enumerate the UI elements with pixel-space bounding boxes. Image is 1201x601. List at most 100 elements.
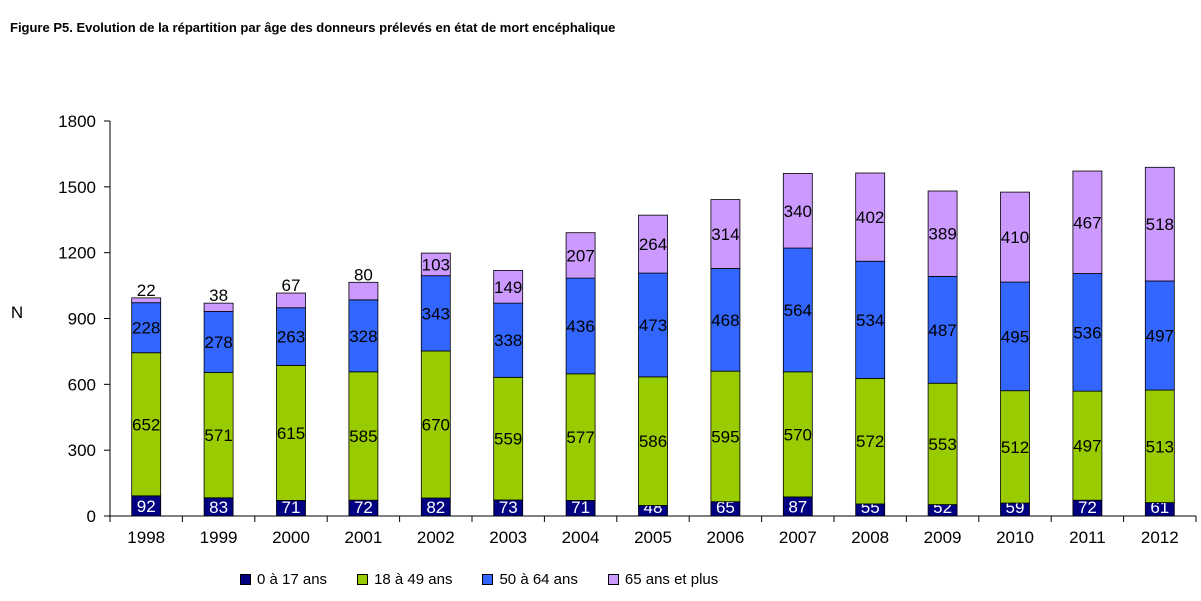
data-label: 103 — [422, 255, 450, 274]
data-label: 670 — [422, 415, 450, 434]
legend-label: 18 à 49 ans — [374, 571, 453, 588]
data-label: 71 — [571, 498, 590, 517]
data-label: 263 — [277, 328, 305, 347]
bar-segment — [1000, 281, 1030, 392]
data-label: 571 — [204, 426, 232, 445]
bar-segment — [782, 173, 813, 249]
y-tick-label: 300 — [68, 441, 96, 460]
bar-segment — [420, 252, 451, 277]
bar-segment — [493, 270, 524, 304]
x-tick-label: 2001 — [344, 528, 382, 547]
data-label: 468 — [711, 311, 739, 330]
data-label: 402 — [856, 208, 884, 227]
bar-stack-2007: 87 570 564 340 — [782, 173, 813, 516]
y-tick-label: 1800 — [58, 112, 96, 131]
y-axis: 0 300 600 900 1200 1500 1800 — [58, 112, 111, 526]
data-label: 80 — [354, 265, 373, 284]
x-tick-label: 2011 — [1069, 528, 1106, 547]
data-label: 343 — [422, 304, 450, 323]
bar-segment — [710, 370, 741, 503]
data-label: 72 — [1078, 498, 1097, 517]
data-label: 487 — [928, 321, 956, 340]
bar-stack-1998: 92 652 228 22 — [131, 281, 162, 517]
bar-stack-2002: 82 670 343 103 — [420, 252, 451, 517]
data-label: 38 — [209, 286, 228, 305]
bar-segment — [493, 302, 524, 378]
data-label: 577 — [566, 428, 594, 447]
bar-segment — [565, 277, 596, 375]
legend-item: 50 à 64 ans — [482, 571, 578, 588]
legend-swatch — [607, 574, 619, 585]
data-label: 71 — [282, 498, 301, 517]
data-label: 314 — [711, 225, 739, 244]
data-label: 207 — [566, 246, 594, 265]
data-label: 512 — [1001, 438, 1029, 457]
x-tick-label: 1998 — [127, 528, 165, 547]
x-tick-label: 2010 — [996, 528, 1034, 547]
bar-segment — [276, 307, 306, 366]
y-tick-label: 1500 — [58, 178, 96, 197]
data-label: 572 — [856, 432, 884, 451]
bar-segment — [927, 190, 958, 277]
x-tick-label: 2000 — [272, 528, 310, 547]
data-label: 410 — [1001, 228, 1029, 247]
y-tick-label: 600 — [68, 375, 96, 394]
legend-item: 65 ans et plus — [607, 571, 718, 588]
legend-label: 0 à 17 ans — [257, 571, 328, 588]
bar-segment — [1144, 166, 1175, 282]
data-label: 518 — [1146, 215, 1174, 234]
bar-stack-2003: 73 559 338 149 — [493, 270, 524, 517]
data-label: 328 — [349, 327, 377, 346]
x-tick-label: 2005 — [634, 528, 672, 547]
data-label: 92 — [137, 497, 156, 516]
data-label: 513 — [1146, 437, 1174, 456]
bar-segment — [927, 382, 958, 505]
data-label: 570 — [784, 425, 812, 444]
bar-segment — [1000, 390, 1030, 504]
y-tick-label: 900 — [68, 310, 96, 329]
bar-stack-2001: 72 585 328 80 — [348, 265, 379, 517]
bar-segment — [1072, 170, 1103, 274]
bar-segment — [1072, 273, 1103, 392]
data-label: 73 — [499, 498, 518, 517]
bar-segment — [276, 292, 306, 309]
figure-title: Figure P5. Evolution de la répartition p… — [10, 20, 616, 35]
data-label: 585 — [349, 427, 377, 446]
x-axis: 1998 1999 2000 2001 2002 2003 2004 2005 2006 2007… — [109, 515, 1197, 547]
bar-segment — [348, 371, 379, 501]
bar-segment — [131, 297, 162, 304]
data-label: 72 — [354, 498, 373, 517]
bar-stack-2000: 71 615 263 67 — [276, 276, 306, 517]
x-tick-label: 2002 — [417, 528, 455, 547]
x-tick-label: 2009 — [924, 528, 962, 547]
legend-swatch — [482, 574, 494, 585]
data-label: 586 — [639, 432, 667, 451]
data-label: 497 — [1146, 327, 1174, 346]
bar-segment — [710, 199, 741, 269]
bar-segment — [638, 214, 668, 274]
legend-item: 0 à 17 ans — [240, 571, 327, 588]
legend-swatch — [357, 574, 369, 585]
bar-segment — [1144, 389, 1175, 504]
bar-stack-1999: 83 571 278 38 — [203, 286, 234, 517]
data-label: 553 — [928, 435, 956, 454]
data-label: 652 — [132, 415, 160, 434]
bar-segment — [638, 272, 668, 378]
y-axis-label: N — [11, 303, 23, 322]
data-label: 534 — [856, 311, 884, 330]
bar-segment — [203, 302, 234, 312]
bars: 92 652 228 22 83 571 278 38 71 615 263 67 72 585 328 80… — [131, 166, 1175, 517]
bar-segment — [855, 378, 886, 505]
data-label: 67 — [282, 276, 301, 295]
bar-stack-2006: 65 595 468 314 — [710, 199, 741, 517]
legend-label: 50 à 64 ans — [499, 571, 578, 588]
bar-stack-2004: 71 577 436 207 — [565, 232, 596, 517]
x-tick-label: 1999 — [200, 528, 238, 547]
bar-segment — [565, 232, 596, 279]
x-tick-label: 2006 — [706, 528, 744, 547]
legend-item: 18 à 49 ans — [357, 571, 452, 588]
